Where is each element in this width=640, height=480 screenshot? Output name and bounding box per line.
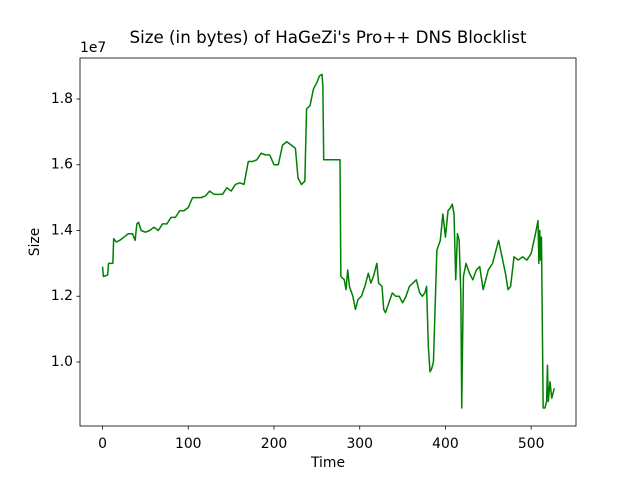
y-offset-label: 1e7 [80, 40, 106, 56]
x-tick-label: 400 [432, 436, 459, 452]
y-tick-label: 1.8 [51, 91, 73, 107]
data-line [101, 73, 556, 409]
x-tick-label: 200 [261, 436, 288, 452]
y-tick-label: 1.6 [51, 157, 73, 173]
y-axis-label: Size [27, 228, 43, 257]
y-tick-label: 1.0 [51, 354, 73, 370]
x-tick-label: 300 [346, 436, 373, 452]
y-tick-label: 1.4 [51, 222, 73, 238]
chart-title: Size (in bytes) of HaGeZi's Pro++ DNS Bl… [129, 27, 526, 47]
x-tick-label: 0 [98, 436, 107, 452]
plot-frame [79, 57, 577, 427]
y-tick-label: 1.2 [51, 288, 73, 304]
x-axis-label: Time [310, 455, 345, 471]
x-tick-label: 500 [518, 436, 545, 452]
x-tick-label: 100 [175, 436, 202, 452]
